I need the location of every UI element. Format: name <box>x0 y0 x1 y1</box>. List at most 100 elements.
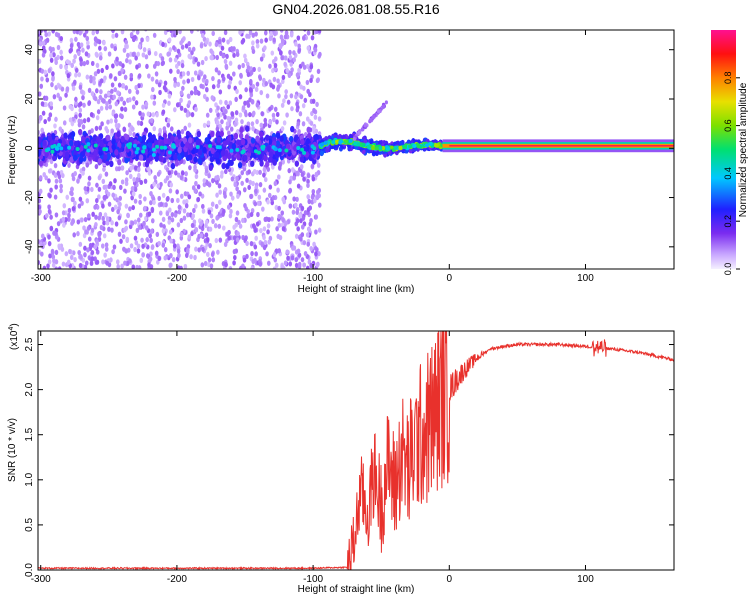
spectrogram-cell <box>239 72 243 78</box>
spectrogram-cell <box>300 224 305 230</box>
spectrogram-cell <box>89 112 94 118</box>
spectrogram-cell <box>181 71 186 77</box>
spectrogram-cell <box>203 74 207 80</box>
spectrogram-cell <box>261 206 265 212</box>
spectrogram-cell <box>188 154 193 161</box>
spectrogram-cell <box>77 203 82 209</box>
spectrogram-cell <box>280 55 284 61</box>
spectrogram-cell <box>62 120 67 126</box>
spectrogram-cell <box>198 191 202 197</box>
spectrogram-cell <box>108 181 113 187</box>
spectrogram-cell <box>111 33 115 39</box>
spectrogram-cell <box>173 107 177 113</box>
spectrogram-cell <box>119 96 124 102</box>
spectrogram-cell <box>211 218 215 225</box>
spectrogram-cell <box>109 160 114 168</box>
spectrogram-cell <box>78 101 83 107</box>
spectrogram-cell <box>153 50 158 57</box>
spectrogram-cell <box>180 170 185 176</box>
spectrogram-cell <box>79 119 84 125</box>
spectrogram-cell <box>186 212 190 218</box>
spectrogram-cell <box>317 116 322 122</box>
spectrogram-cell <box>161 216 166 222</box>
spectrogram-cell <box>282 98 286 104</box>
spectrogram-cell <box>219 112 223 118</box>
spectrogram-cell <box>310 163 315 169</box>
spectrogram-cell <box>132 143 137 148</box>
spectrogram-cell <box>82 32 87 38</box>
spectrogram-cell <box>306 126 311 134</box>
spectrogram-cell <box>250 250 254 257</box>
spectrogram-cell <box>245 125 250 132</box>
spectrogram-cell <box>167 93 172 99</box>
snr-marks <box>38 331 674 570</box>
spectrogram-cell <box>48 46 53 52</box>
spectrogram-cell <box>136 167 141 173</box>
spectrogram-cell <box>310 35 315 41</box>
spectrogram-cell <box>195 144 200 149</box>
spectrogram-cell <box>285 143 291 151</box>
spectrogram-cell <box>86 117 91 123</box>
spectrogram-cell <box>247 169 252 175</box>
spectrogram-cell <box>335 139 340 144</box>
spectrogram-cell <box>290 255 295 261</box>
spectrogram-cell <box>284 220 288 226</box>
spectrogram-cell <box>160 60 165 67</box>
spectrogram-cell <box>69 156 74 163</box>
spectrogram-cell <box>222 208 226 215</box>
snr-x-tick-label: -200 <box>167 574 187 585</box>
spectrogram-cell <box>226 73 231 79</box>
spectrogram-cell <box>313 134 318 141</box>
spectrogram-cell <box>233 181 238 188</box>
spectrogram-cell <box>219 173 224 179</box>
spectrogram-cell <box>312 107 316 114</box>
spectrogram-cell <box>254 188 258 194</box>
spectrogram-cell <box>175 63 179 69</box>
spectrogram-cell <box>114 149 119 156</box>
spectrogram-cell <box>307 198 312 205</box>
spectrogram-cell <box>74 96 78 102</box>
spectrogram-cell <box>218 99 223 105</box>
spectrogram-cell <box>121 83 126 89</box>
spectrogram-cell <box>277 205 281 211</box>
spectrogram-cell <box>76 231 80 237</box>
spectrogram-cell <box>213 223 218 229</box>
spectrogram-cell <box>166 30 170 32</box>
spectrogram-cell <box>184 171 188 177</box>
spectrogram-cell <box>277 93 281 99</box>
spectrogram-cell <box>134 165 138 171</box>
spectrogram-cell <box>183 107 188 113</box>
spectrogram-cell <box>254 86 259 92</box>
spectrogram-cell <box>206 120 211 126</box>
spectrogram-cell <box>49 158 54 165</box>
spectrogram-cell <box>92 80 96 86</box>
spectrogram-cell <box>306 178 310 185</box>
spectrogram-cell <box>308 205 313 211</box>
spectrogram-cell <box>57 83 62 90</box>
spectrogram-cell <box>267 156 273 163</box>
spectrogram-cell <box>169 68 173 74</box>
spectrogram-cell <box>238 132 244 139</box>
spectrogram-cell <box>201 246 205 252</box>
spectrogram-cell <box>315 101 319 108</box>
spectrogram-cell <box>306 45 311 51</box>
spectrogram-cell <box>124 85 129 91</box>
spectrogram-cell <box>106 153 111 160</box>
spectrogram-cell <box>119 238 123 244</box>
spectrogram-cell <box>253 244 258 250</box>
spectrogram-cell <box>123 260 127 266</box>
spectrogram-cell <box>81 136 87 144</box>
spectrogram-cell <box>100 67 105 74</box>
spectrogram-cell <box>309 262 313 269</box>
spectrogram-cell <box>249 211 254 218</box>
spectrogram-cell <box>71 85 76 91</box>
spectrogram-cell <box>93 244 98 250</box>
spectrogram-cell <box>120 179 125 185</box>
snr-multiplier-base: (x10 <box>9 330 20 350</box>
spectrogram-cell <box>123 106 128 112</box>
spectrogram-cell <box>98 45 102 51</box>
spectrogram-cell <box>69 43 74 49</box>
spectrogram-cell <box>112 94 117 100</box>
spectrogram-cell <box>201 203 205 210</box>
spectrogram-cell <box>106 91 111 97</box>
